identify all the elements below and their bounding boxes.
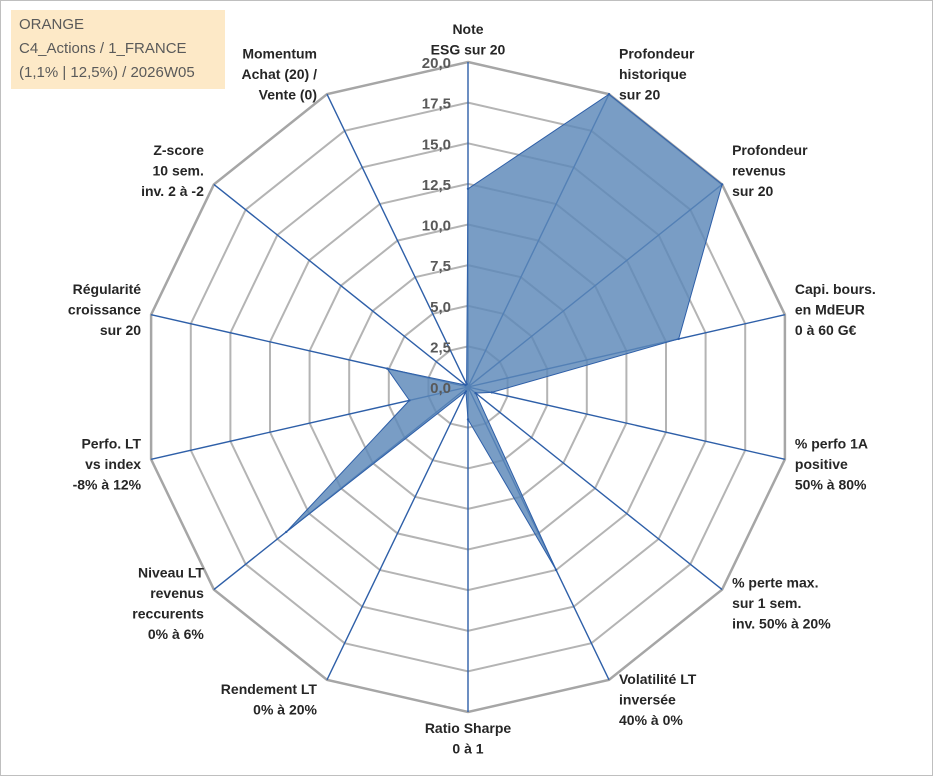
axis-label: Volatilité LT inversée 40% à 0% [619, 671, 697, 728]
axis-label: Niveau LT revenus reccurents 0% à 6% [132, 564, 204, 642]
data-point [465, 382, 468, 386]
data-point [466, 187, 470, 190]
data-point [677, 337, 680, 341]
radar-axis-labels: Note ESG sur 20 Profondeur historique sur 20… [68, 21, 876, 757]
data-point [466, 418, 470, 421]
data-point [607, 93, 611, 96]
axis-label: Rendement LT 0% à 20% [221, 681, 318, 718]
tick-label: 0,0 [430, 380, 451, 397]
axis-spoke [213, 183, 469, 388]
data-point [464, 390, 468, 393]
data-point [408, 399, 411, 402]
axis-label: % perfo 1A positive 50% à 80% [795, 436, 868, 493]
axis-label: Perfo. LT vs index -8% à 12% [73, 436, 142, 493]
axis-spoke [467, 386, 786, 460]
axis-spoke [467, 386, 723, 591]
axis-label: Capi. bours. en MdEUR 0 à 60 G€ [795, 281, 876, 338]
data-point [720, 183, 724, 186]
axis-label: Profondeur revenus sur 20 [732, 142, 808, 199]
info-box: ORANGE C4_Actions / 1_FRANCE (1,1% | 12,… [11, 10, 225, 89]
axis-label: Momentum Achat (20) / Vente (0) [242, 46, 318, 103]
tick-label: 5,0 [430, 299, 451, 316]
axis-label: % perte max. sur 1 sem. inv. 50% à 20% [732, 575, 831, 632]
axis-spoke [326, 93, 469, 388]
axis-label: Ratio Sharpe 0 à 1 [425, 720, 512, 757]
tick-label: 7,5 [430, 258, 451, 275]
axis-label: Note ESG sur 20 [431, 21, 506, 58]
axis-spoke [326, 386, 469, 681]
data-point [285, 530, 288, 534]
info-period: (1,1% | 12,5%) / 2026W05 [19, 64, 195, 81]
data-point [490, 391, 493, 394]
tick-label: 12,5 [422, 177, 451, 194]
axis-label: Profondeur historique sur 20 [619, 46, 695, 103]
tick-label: 17,5 [422, 96, 451, 113]
series-area [285, 93, 723, 571]
info-category: C4_Actions / 1_FRANCE [19, 40, 187, 57]
axis-label: Régularité croissance sur 20 [68, 281, 141, 338]
tick-label: 10,0 [422, 218, 451, 235]
data-point [474, 391, 477, 395]
radar-series [285, 93, 724, 572]
tick-label: 15,0 [422, 136, 451, 153]
tick-label: 2,5 [430, 339, 451, 356]
axis-label: Z-score 10 sem. inv. 2 à -2 [141, 142, 204, 199]
data-point [386, 367, 389, 370]
radar-tick-labels: 0,0 2,5 5,0 7,5 10,0 12,5 15,0 17,5 20,0 [422, 55, 451, 397]
data-point [554, 568, 558, 572]
tick-label: 20,0 [422, 55, 451, 72]
info-company: ORANGE [19, 16, 85, 33]
